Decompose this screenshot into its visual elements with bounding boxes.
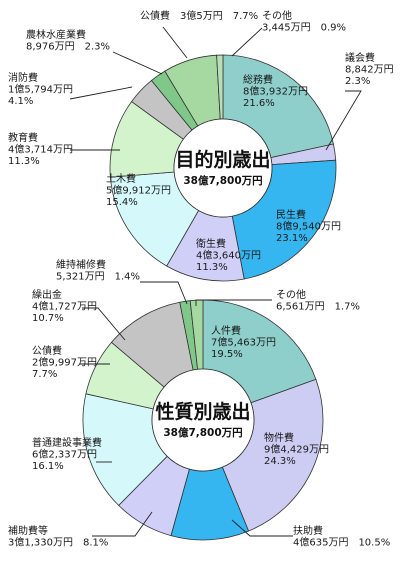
purpose-chart-total: 38億7,800万円 (183, 174, 262, 187)
purpose-data-label-6: 教育費 4億3,714万円 11.3% (8, 131, 73, 167)
purpose-data-label-9: 公債費 3億5万円 7.7% (140, 9, 258, 22)
nature-leader-line-8 (140, 281, 188, 305)
nature-data-label-5: 普通建設事業費 6億2,337万円 16.1% (32, 436, 102, 472)
nature-leader-line-9 (195, 299, 272, 306)
purpose-data-label-1: 総務費 8億3,932万円 21.6% (243, 73, 308, 109)
nature-data-label-8: 維持補修費 5,321万円 1.4% (56, 258, 140, 283)
purpose-expenditure-donut: 目的別歳出 38億7,800万円 総務費 8億3,932万円 21.6% 議会費 8,842… (8, 9, 394, 282)
purpose-data-label-10: その他 3,445万円 0.9% (262, 9, 346, 34)
purpose-data-label-7: 消防費 1億5,794万円 4.1% (8, 71, 73, 107)
purpose-chart-title: 目的別歳出 (175, 148, 270, 171)
purpose-data-label-2: 議会費 8,842万円 2.3% (345, 51, 394, 87)
purpose-leader-line-2 (325, 90, 362, 151)
nature-center-hole (151, 368, 255, 472)
purpose-center-hole (173, 118, 273, 218)
nature-expenditure-donut: 性質別歳出 38億7,800万円 人件費 7億5,463万円 19.5% 物件費 9億4,4… (8, 258, 390, 549)
purpose-leader-line-10 (231, 27, 263, 57)
purpose-data-label-8: 農林水産業費 8,976万円 2.3% (26, 28, 110, 53)
purpose-data-label-4: 衛生費 4億3,640万円 11.3% (196, 237, 261, 273)
purpose-leader-line-7 (69, 86, 133, 100)
nature-leader-line-3 (231, 519, 293, 537)
nature-data-label-1: 人件費 7億5,463万円 19.5% (211, 324, 276, 360)
nature-leader-line-7 (82, 307, 126, 341)
nature-data-label-6: 公債費 2億9,997万円 7.7% (32, 344, 97, 380)
nature-leader-line-4 (92, 511, 153, 537)
purpose-leader-line-8 (112, 51, 163, 75)
nature-data-label-4: 補助費等 3億1,330万円 8.1% (8, 524, 108, 549)
nature-data-label-3: 扶助費 4億635万円 10.5% (293, 524, 390, 549)
nature-chart-total: 38億7,800万円 (163, 426, 242, 439)
nature-data-label-7: 繰出金 4億1,727万円 10.7% (32, 288, 97, 324)
purpose-data-label-3: 民生費 8億9,540万円 23.1% (276, 208, 341, 244)
nature-chart-title: 性質別歳出 (155, 400, 250, 423)
purpose-data-label-5: 土木費 5億9,912万円 15.4% (106, 172, 171, 208)
nature-data-label-9: その他 6,561万円 1.7% (276, 288, 360, 313)
purpose-leader-line-9 (162, 26, 188, 59)
nature-data-label-2: 物件費 9億4,429万円 24.3% (264, 431, 329, 467)
